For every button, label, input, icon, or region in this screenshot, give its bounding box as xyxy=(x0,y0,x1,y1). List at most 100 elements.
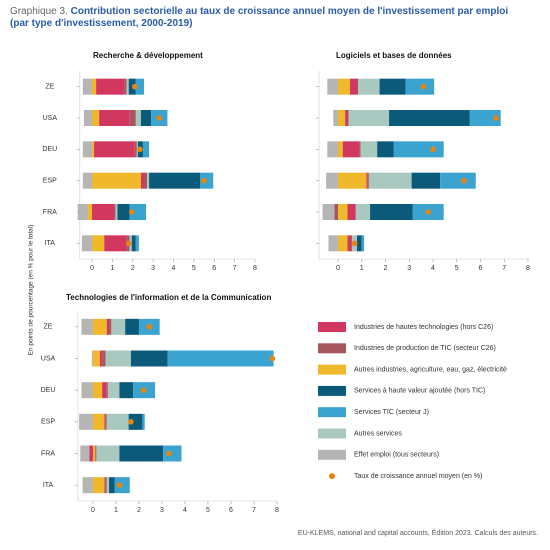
legend-swatch xyxy=(318,428,346,439)
bar-segment xyxy=(351,235,353,252)
bar-segment xyxy=(79,413,93,430)
growth-dot xyxy=(425,209,432,215)
legend-label: Effet emploi (tous secteurs) xyxy=(354,452,439,459)
bar-segment xyxy=(345,110,348,126)
panel-title: Recherche & développement xyxy=(93,51,203,60)
bar-segment xyxy=(440,172,476,189)
bar-segment xyxy=(348,110,390,126)
bar-segment xyxy=(135,110,141,126)
bar-segment xyxy=(140,172,145,189)
bar-segment xyxy=(114,204,116,220)
legend-label: Services TIC (secteur J) xyxy=(354,409,429,416)
y-tick-label: USA xyxy=(41,355,56,362)
bar-segment xyxy=(347,110,349,126)
legend-label: Taux de croissance annuel moyen (en %) xyxy=(354,473,482,480)
bar-segment xyxy=(144,172,148,189)
y-tick-label: ITA xyxy=(45,240,56,247)
y-axis-label: En points de pourcentage (en % pour le t… xyxy=(28,225,35,356)
x-tick-label: 8 xyxy=(526,265,530,272)
bar-segment xyxy=(349,78,357,95)
bar-segment xyxy=(92,350,100,367)
y-tick-label: DEU xyxy=(42,146,57,153)
x-tick-label: 6 xyxy=(229,507,233,514)
bar-segment xyxy=(338,235,348,252)
bar-segment xyxy=(338,110,346,126)
bar-segment xyxy=(342,141,360,158)
bar-segment xyxy=(104,235,127,252)
bar-segment xyxy=(82,172,93,189)
x-tick-label: 3 xyxy=(407,265,411,272)
bar-segment xyxy=(105,350,131,367)
bar-segment xyxy=(130,350,168,367)
y-tick-label: FRA xyxy=(41,450,55,457)
x-tick-label: 1 xyxy=(114,507,118,514)
growth-dot xyxy=(420,83,427,90)
bar-segment xyxy=(92,413,105,430)
panel-title: Technologies de l'information et de la C… xyxy=(66,293,271,302)
bar-segment xyxy=(82,78,93,95)
x-tick-label: 1 xyxy=(360,265,364,272)
y-tick-label: ESP xyxy=(43,178,57,185)
x-tick-label: 7 xyxy=(252,507,256,514)
bar-segment xyxy=(147,172,150,189)
growth-dot xyxy=(493,115,499,121)
bar-segment xyxy=(142,413,145,430)
bar-segment xyxy=(142,141,150,158)
bar-segment xyxy=(360,141,378,158)
bar-segment xyxy=(81,382,93,399)
bar-segment xyxy=(126,78,129,95)
bar-segment xyxy=(119,445,164,462)
bar-segment xyxy=(99,350,103,367)
bar-segment xyxy=(129,110,136,126)
x-tick-label: 8 xyxy=(253,265,257,272)
bar-segment xyxy=(91,350,93,367)
bar-segment xyxy=(82,477,93,494)
growth-dot xyxy=(430,146,436,153)
growth-dot xyxy=(125,240,132,247)
bar-segment xyxy=(338,78,350,95)
panel-title: Logiciels et bases de données xyxy=(336,51,452,60)
bar-segment xyxy=(106,413,129,430)
bar-segment xyxy=(338,141,343,158)
bar-segment xyxy=(92,204,115,220)
bar-segment xyxy=(82,141,93,158)
bar-segment xyxy=(125,318,139,335)
x-tick-label: 0 xyxy=(90,265,94,272)
legend-label: Industries de hautes technologies (hors … xyxy=(354,324,493,331)
bar-segment xyxy=(87,204,93,220)
bar-segment xyxy=(105,477,107,494)
y-tick-label: FRA xyxy=(43,209,57,216)
bar-segment xyxy=(134,141,137,158)
y-tick-label: DEU xyxy=(41,387,56,394)
x-tick-label: 4 xyxy=(172,265,176,272)
legend-swatch xyxy=(318,385,346,396)
bar-segment xyxy=(358,78,380,95)
x-tick-label: 2 xyxy=(384,265,388,272)
y-tick-label: ZE xyxy=(45,84,54,91)
growth-dot xyxy=(116,482,123,488)
bar-segment xyxy=(117,204,130,220)
legend-label: Autres services xyxy=(354,430,402,437)
growth-dot xyxy=(132,83,138,90)
bar-segment xyxy=(109,477,115,494)
growth-dot xyxy=(156,115,163,121)
bar-segment xyxy=(77,204,88,220)
bar-segment xyxy=(334,204,338,220)
bar-segment xyxy=(149,172,200,189)
x-tick-label: 4 xyxy=(431,265,435,272)
bar-segment xyxy=(135,235,139,252)
growth-dot xyxy=(128,209,135,215)
bar-segment xyxy=(81,318,93,335)
x-tick-label: 5 xyxy=(206,507,210,514)
bar-segment xyxy=(333,110,338,126)
bar-segment xyxy=(355,204,371,220)
bar-segment xyxy=(328,235,338,252)
bar-segment xyxy=(92,141,95,158)
bar-segment xyxy=(115,204,118,220)
bar-segment xyxy=(92,172,141,189)
bar-segment xyxy=(106,477,110,494)
bar-segment xyxy=(338,172,367,189)
growth-dot xyxy=(146,324,153,330)
bar-segment xyxy=(359,141,361,158)
